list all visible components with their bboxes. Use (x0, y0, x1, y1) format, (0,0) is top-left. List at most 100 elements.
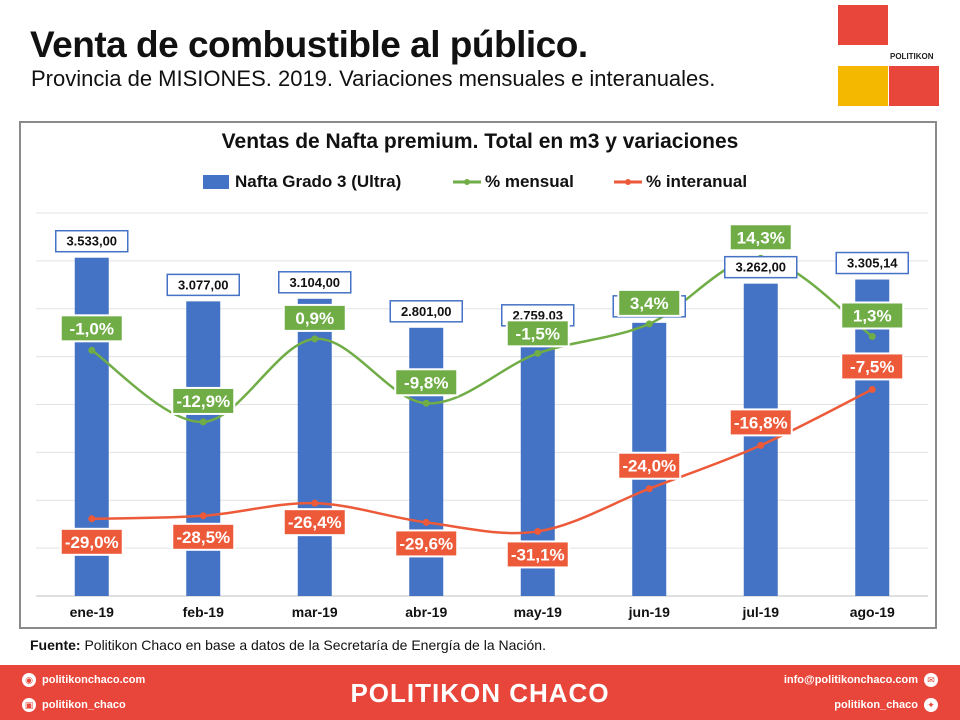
data-point (199, 512, 207, 520)
source-label: Fuente: (30, 637, 81, 653)
data-point (88, 346, 96, 354)
legend-interanual-label: % interanual (646, 172, 748, 191)
bar (297, 298, 332, 596)
bar-label-box (835, 251, 909, 275)
interanual-label: -29,0% (65, 533, 119, 552)
data-point (311, 335, 319, 343)
interanual-label: -31,1% (511, 545, 565, 564)
x-tick-label: may-19 (514, 604, 562, 620)
x-tick-label: ene-19 (70, 604, 115, 620)
interanual-label: -7,5% (850, 357, 894, 376)
data-point (645, 320, 653, 328)
bar-value-label: 3.533,00 (66, 234, 117, 249)
legend-item-mensual: % mensual (453, 172, 574, 192)
data-point (868, 332, 876, 340)
footer-web-label: politikonchaco.com (42, 674, 146, 686)
bar-value-label: 3.262,00 (735, 260, 786, 275)
footer-email[interactable]: info@politikonchaco.com ✉ (784, 673, 938, 687)
x-tick-label: jul-19 (741, 604, 779, 620)
mensual-label: 14,3% (737, 228, 785, 247)
mensual-label: 0,9% (295, 309, 334, 328)
bar (855, 279, 890, 596)
data-point (422, 518, 430, 526)
bar-value-label: 3.104,00 (289, 275, 340, 290)
interanual-label-box (840, 352, 905, 381)
x-tick-label: feb-19 (183, 604, 224, 620)
bar-label-box (166, 273, 240, 297)
x-tick-label: jun-19 (628, 604, 670, 620)
source-note: Fuente: Politikon Chaco en base a datos … (30, 637, 546, 653)
legend-mensual-swatch (453, 179, 481, 185)
bar-value-label: 2.759,03 (512, 308, 563, 323)
bar-label-box (278, 271, 352, 294)
interanual-label: -26,4% (288, 513, 342, 532)
interanual-label: -24,0% (622, 457, 676, 476)
mensual-label: 3,4% (630, 294, 669, 313)
footer-web[interactable]: ◉ politikonchaco.com (22, 673, 145, 687)
x-tick-label: ago-19 (850, 604, 895, 620)
footer-twitter[interactable]: politikon_chaco ✦ (834, 698, 938, 712)
interanual-label-box (728, 408, 793, 437)
footer-instagram-label: politikon_chaco (42, 699, 126, 711)
logo-text: POLITIKON (890, 52, 934, 61)
bar-label-box (724, 255, 798, 279)
data-point (422, 399, 430, 407)
x-tick-label: mar-19 (292, 604, 338, 620)
twitter-icon: ✦ (924, 698, 938, 712)
data-point (868, 385, 876, 393)
interanual-label-box (617, 451, 682, 480)
mensual-label: -9,8% (404, 373, 448, 392)
data-point (311, 499, 319, 507)
data-point (88, 515, 96, 523)
mensual-label-box (728, 223, 793, 252)
bar-value-label: 2.801,00 (401, 304, 452, 319)
interanual-label-box (59, 527, 124, 556)
bar-value-label: 3.077,00 (178, 277, 229, 292)
interanual-label-box (171, 522, 236, 551)
page-title: Venta de combustible al público. (30, 24, 588, 65)
legend-bar-label: Nafta Grado 3 (Ultra) (235, 172, 402, 191)
legend-bar-swatch (203, 175, 229, 189)
interanual-label-box (394, 529, 459, 558)
mensual-label-box (394, 368, 459, 397)
interanual-label-box (282, 508, 347, 537)
interanual-line (91, 388, 873, 535)
data-point (757, 441, 765, 449)
mensual-label-box (282, 303, 347, 332)
legend-item-interanual: % interanual (614, 172, 747, 192)
instagram-icon: ▣ (22, 698, 36, 712)
interanual-label: -28,5% (176, 528, 230, 547)
globe-icon: ◉ (22, 673, 36, 687)
chart-legend: Nafta Grado 3 (Ultra) % mensual % intera… (0, 172, 960, 196)
data-point (199, 418, 207, 426)
bar-label-box (389, 300, 463, 323)
page-subtitle: Provincia de MISIONES. 2019. Variaciones… (31, 66, 716, 91)
mensual-label: 1,3% (853, 306, 892, 325)
mensual-label: -12,9% (176, 392, 230, 411)
data-point (645, 485, 653, 493)
mensual-label-box (59, 314, 124, 343)
legend-item-bar: Nafta Grado 3 (Ultra) (203, 172, 401, 192)
bar-value-label: 3.305,14 (847, 256, 898, 271)
footer-instagram[interactable]: ▣ politikon_chaco (22, 698, 126, 712)
interanual-label: -16,8% (734, 413, 788, 432)
mensual-label-box (617, 288, 682, 317)
footer-email-label: info@politikonchaco.com (783, 674, 918, 686)
footer-twitter-label: politikon_chaco (834, 699, 918, 711)
mail-icon: ✉ (924, 673, 938, 687)
footer-brand: POLITIKON CHACO (350, 678, 610, 708)
data-point (534, 349, 542, 357)
mensual-label: -1,0% (70, 319, 114, 338)
chart-title: Ventas de Nafta premium. Total en m3 y v… (221, 130, 739, 153)
source-text: Politikon Chaco en base a datos de la Se… (80, 637, 546, 653)
bar (186, 301, 221, 596)
footer-bar: ◉ politikonchaco.com ▣ politikon_chaco P… (0, 665, 960, 720)
mensual-label-box (505, 319, 570, 348)
legend-interanual-swatch (614, 179, 642, 185)
mensual-label-box (840, 301, 905, 330)
mensual-label: -1,5% (516, 324, 560, 343)
bar-label-box (55, 229, 129, 253)
politikon-logo: POLITIKON (838, 5, 939, 106)
interanual-label: -29,6% (399, 534, 453, 553)
